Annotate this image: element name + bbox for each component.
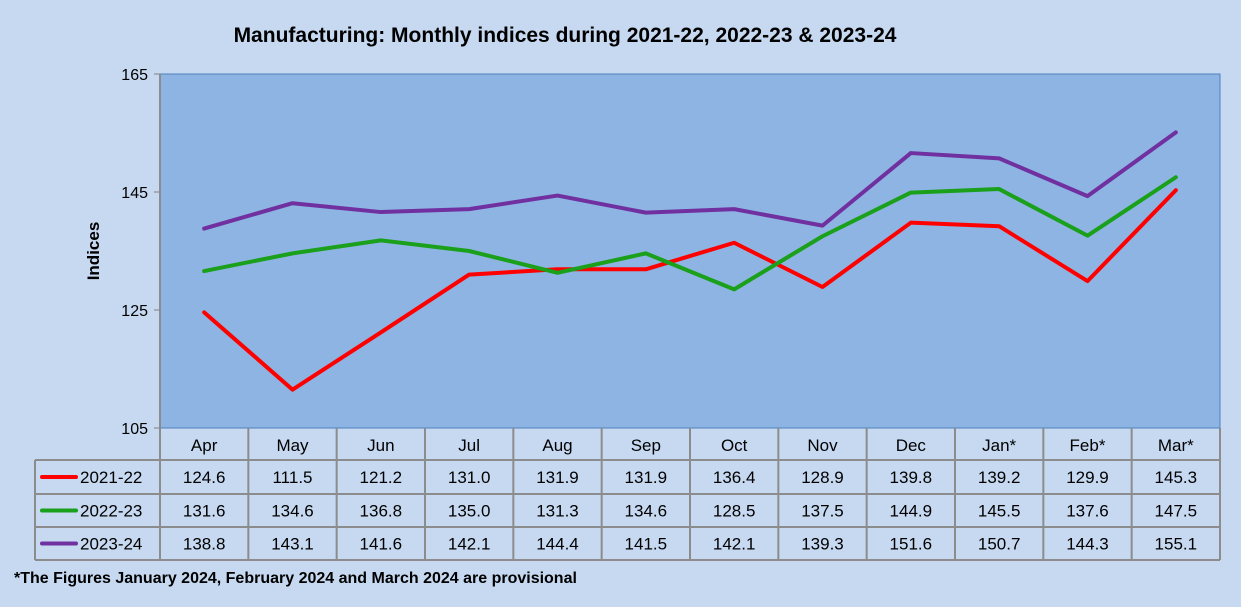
- data-point: [292, 389, 293, 391]
- data-point: [557, 272, 558, 274]
- table-cell: 141.6: [360, 535, 403, 554]
- chart-title: Manufacturing: Monthly indices during 20…: [234, 24, 897, 47]
- data-point: [203, 270, 205, 272]
- table-cell: 134.6: [271, 502, 314, 521]
- data-point: [1175, 189, 1177, 191]
- table-cell: 131.6: [183, 502, 226, 521]
- table-cell: 138.8: [183, 535, 226, 554]
- x-category-label: Jul: [458, 436, 480, 455]
- data-point: [380, 211, 382, 213]
- table-cell: 139.8: [890, 468, 933, 487]
- table-cell: 137.6: [1066, 502, 1109, 521]
- table-cell: 129.9: [1066, 468, 1109, 487]
- data-point: [822, 225, 823, 227]
- table-cell: 142.1: [448, 535, 491, 554]
- x-category-label: Jun: [367, 436, 394, 455]
- table-cell: 144.3: [1066, 535, 1109, 554]
- table-cell: 151.6: [890, 535, 933, 554]
- y-tick-label: 125: [121, 303, 148, 320]
- table-cell: 136.4: [713, 468, 756, 487]
- footnote: *The Figures January 2024, February 2024…: [14, 570, 577, 587]
- x-category-label: Aug: [542, 436, 572, 455]
- data-point: [203, 311, 205, 313]
- table-cell: 131.3: [536, 502, 579, 521]
- table-cell: 144.4: [536, 535, 579, 554]
- data-point: [557, 195, 558, 197]
- y-axis-label: Indices: [84, 222, 103, 281]
- plot-area: [159, 73, 1221, 429]
- data-point: [1087, 235, 1088, 237]
- y-tick-label: 145: [121, 185, 148, 202]
- x-category-label: Sep: [631, 436, 661, 455]
- table-cell: 135.0: [448, 502, 491, 521]
- series-line-2021-22: [202, 188, 1178, 392]
- table-cell: 136.8: [360, 502, 403, 521]
- table-cell: 143.1: [271, 535, 314, 554]
- data-point: [468, 250, 470, 252]
- x-category-label: Mar*: [1158, 436, 1194, 455]
- data-point: [645, 252, 647, 254]
- data-point: [998, 157, 1000, 159]
- table-cell: 141.5: [625, 535, 668, 554]
- table-cell: 128.9: [801, 468, 844, 487]
- x-category-label: Nov: [807, 436, 838, 455]
- table-cell: 111.5: [272, 468, 312, 487]
- table-cell: 134.6: [625, 502, 668, 521]
- table-cell: 147.5: [1155, 502, 1198, 521]
- x-category-label: May: [276, 436, 309, 455]
- legend-label: 2023-24: [80, 535, 142, 554]
- data-point: [645, 212, 647, 214]
- data-point: [1175, 176, 1177, 178]
- data-point: [998, 188, 1000, 190]
- legend-label: 2021-22: [80, 468, 142, 487]
- data-point: [822, 286, 823, 288]
- x-category-label: Apr: [191, 436, 218, 455]
- table-cell: 144.9: [890, 502, 933, 521]
- data-point: [380, 331, 382, 333]
- series-line-2022-23: [202, 175, 1178, 292]
- data-point: [380, 239, 382, 241]
- table-cell: 121.2: [360, 468, 403, 487]
- data-point: [1087, 280, 1088, 282]
- data-point: [822, 235, 823, 237]
- table-cell: 137.5: [801, 502, 844, 521]
- x-category-label: Feb*: [1070, 436, 1106, 455]
- data-point: [557, 268, 558, 270]
- data-point: [292, 202, 293, 204]
- table-cell: 139.3: [801, 535, 844, 554]
- data-point: [910, 192, 912, 194]
- table-cell: 131.0: [448, 468, 491, 487]
- data-point: [1175, 131, 1177, 133]
- data-point: [998, 225, 1000, 227]
- y-tick-label: 105: [121, 421, 148, 438]
- data-point: [645, 268, 647, 270]
- data-point: [468, 208, 470, 210]
- x-category-label: Dec: [896, 436, 927, 455]
- x-category-label: Jan*: [982, 436, 1016, 455]
- data-point: [910, 152, 912, 154]
- data-point: [203, 228, 205, 230]
- series-line-2023-24: [202, 130, 1178, 231]
- data-point: [910, 222, 912, 224]
- table-cell: 124.6: [183, 468, 226, 487]
- table-cell: 139.2: [978, 468, 1021, 487]
- data-point: [292, 252, 293, 254]
- table-cell: 128.5: [713, 502, 756, 521]
- y-tick-label: 165: [121, 67, 148, 84]
- data-point: [733, 208, 735, 210]
- legend-label: 2022-23: [80, 502, 142, 521]
- table-cell: 142.1: [713, 535, 756, 554]
- table-cell: 145.5: [978, 502, 1021, 521]
- table-cell: 131.9: [536, 468, 579, 487]
- table-cell: 155.1: [1155, 535, 1198, 554]
- data-point: [468, 274, 470, 276]
- table-cell: 150.7: [978, 535, 1021, 554]
- data-point: [733, 242, 735, 244]
- data-point: [1087, 195, 1088, 197]
- x-category-label: Oct: [721, 436, 748, 455]
- table-cell: 131.9: [625, 468, 668, 487]
- table-cell: 145.3: [1155, 468, 1198, 487]
- data-point: [733, 288, 735, 290]
